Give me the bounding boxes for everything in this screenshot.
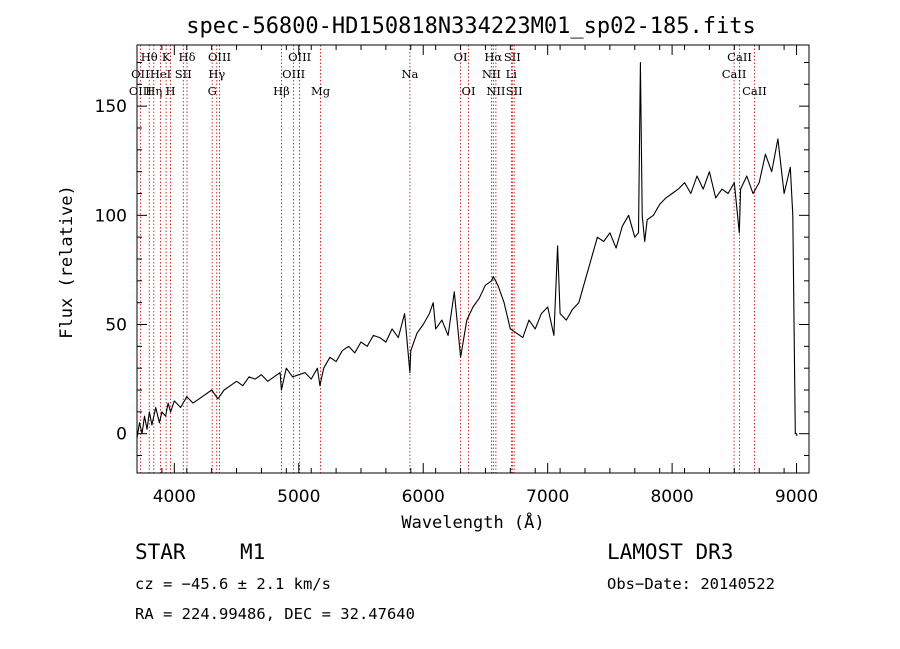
marker-label: CaII <box>742 84 767 98</box>
marker-label: SII <box>504 50 521 64</box>
marker-label: Hθ <box>141 50 158 64</box>
marker-label: OII <box>131 67 150 81</box>
y-tick-label: 150 <box>95 97 127 117</box>
x-axis-ticks: 4000 5000 6000 7000 8000 9000 <box>136 45 818 507</box>
marker-label: Li <box>506 67 518 81</box>
marker-label: HeI <box>150 67 171 81</box>
marker-label: K <box>162 50 171 64</box>
marker-label: Hγ <box>208 67 225 81</box>
observation-date: Obs−Date: 20140522 <box>607 575 775 593</box>
y-axis-label: Flux (relative) <box>57 185 77 339</box>
marker-label: Hη <box>145 84 162 98</box>
marker-label: G <box>208 84 217 98</box>
x-tick-label: 9000 <box>775 487 818 507</box>
y-tick-label: 100 <box>95 206 127 226</box>
marker-label: CaII <box>722 67 747 81</box>
marker-label: OIII <box>129 84 152 98</box>
y-tick-label: 50 <box>105 316 127 336</box>
marker-label: Hδ <box>179 50 196 64</box>
chart-title: spec-56800-HD150818N334223M01_sp02-185.f… <box>186 14 756 39</box>
marker-label: CaII <box>727 50 752 64</box>
marker-label: OIII <box>208 50 231 64</box>
x-tick-label: 7000 <box>526 487 569 507</box>
y-axis-ticks: 0 50 100 150 <box>95 61 809 457</box>
spectrum-line <box>136 61 798 439</box>
redshift-cz: cz = −45.6 ± 2.1 km/s <box>135 575 331 593</box>
marker-label: OIII <box>282 67 305 81</box>
marker-label: SII <box>175 67 192 81</box>
marker-label: NII <box>482 67 501 81</box>
coordinates: RA = 224.99486, DEC = 32.47640 <box>135 605 415 623</box>
marker-label: OI <box>454 50 468 64</box>
line-markers <box>139 45 755 473</box>
marker-label: Na <box>401 67 418 81</box>
marker-label: Mg <box>311 84 331 98</box>
survey-name: LAMOST DR3 <box>607 540 734 564</box>
marker-label: H <box>165 84 175 98</box>
x-axis-label: Wavelength (Å) <box>401 511 544 533</box>
x-tick-label: 4000 <box>153 487 196 507</box>
y-tick-label: 0 <box>116 425 127 445</box>
marker-label: Hα <box>484 50 502 64</box>
x-tick-label: 6000 <box>402 487 445 507</box>
marker-label: SII <box>506 84 523 98</box>
marker-label: NII <box>486 84 505 98</box>
plot-frame <box>136 44 810 474</box>
object-class: STAR <box>135 540 186 564</box>
marker-label: OIII <box>288 50 311 64</box>
marker-label: OI <box>462 84 476 98</box>
x-tick-label: 8000 <box>650 487 693 507</box>
object-subclass: M1 <box>240 540 266 564</box>
marker-label: Hβ <box>273 84 290 98</box>
x-tick-label: 5000 <box>277 487 320 507</box>
